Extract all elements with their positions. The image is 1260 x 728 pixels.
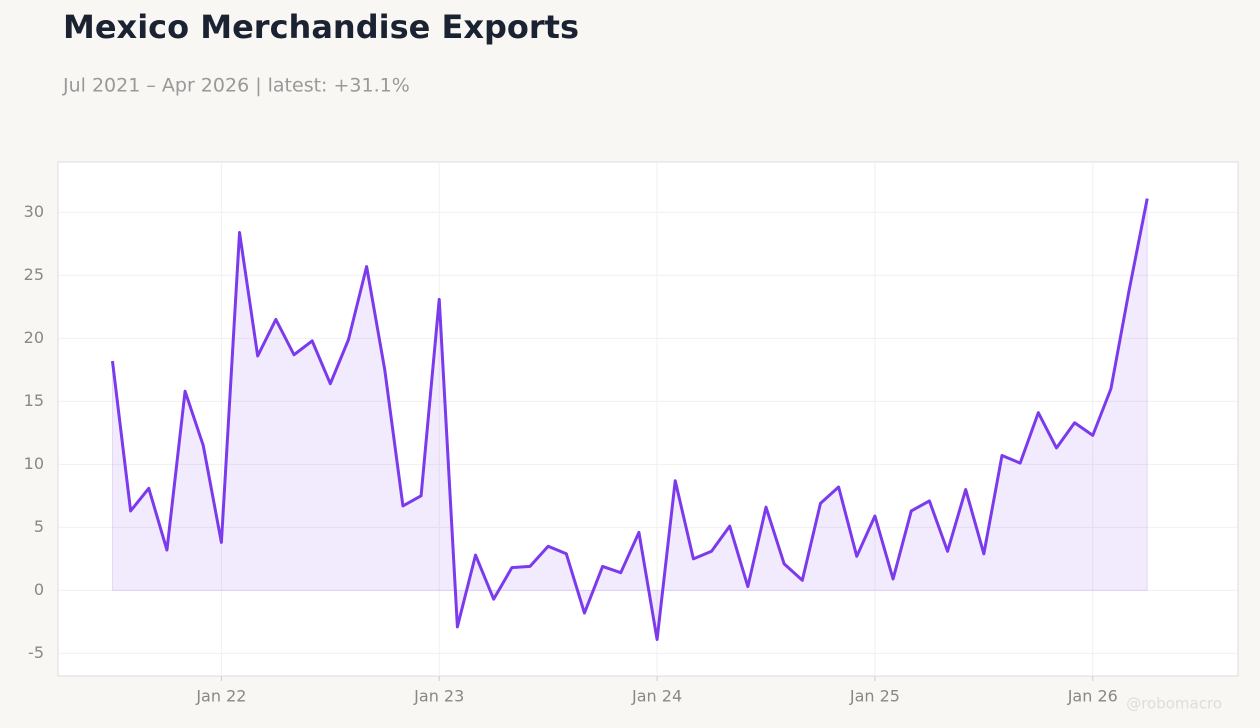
- watermark: @robomacro: [1126, 695, 1222, 713]
- x-tick-label: Jan 25: [849, 687, 900, 706]
- x-tick-label: Jan 22: [195, 687, 246, 706]
- x-tick-label: Jan 24: [631, 687, 682, 706]
- y-tick-label: -5: [28, 643, 44, 662]
- y-tick-label: 10: [24, 454, 44, 473]
- y-tick-label: 25: [24, 265, 44, 284]
- chart-title: Mexico Merchandise Exports: [63, 8, 579, 46]
- y-tick-label: 30: [24, 202, 44, 221]
- y-tick-label: 20: [24, 328, 44, 347]
- x-tick-label: Jan 26: [1067, 687, 1118, 706]
- y-tick-label: 0: [34, 580, 44, 599]
- x-tick-label: Jan 23: [413, 687, 464, 706]
- y-tick-label: 5: [34, 517, 44, 536]
- line: [110, 198, 1149, 641]
- y-tick-label: 15: [24, 391, 44, 410]
- chart-subtitle: Jul 2021 – Apr 2026 | latest: +31.1%: [62, 75, 410, 97]
